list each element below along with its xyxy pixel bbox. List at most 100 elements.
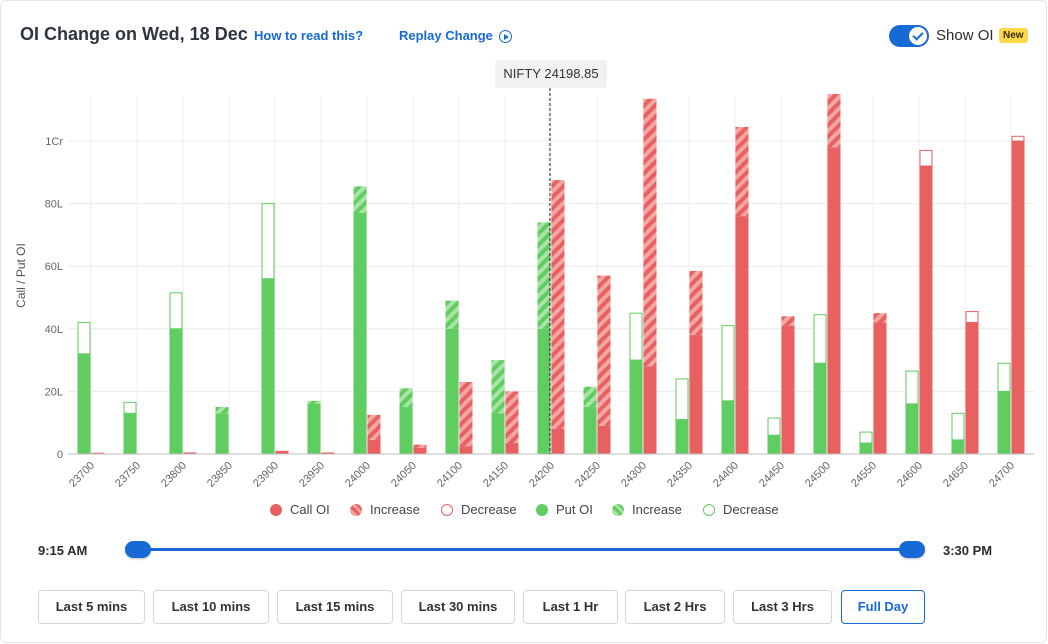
put-decrease-bar <box>813 314 827 364</box>
call-decrease-bar <box>1011 135 1025 142</box>
put-increase-bar <box>583 386 597 408</box>
legend-put-increase[interactable]: Increase <box>612 502 682 517</box>
call-oi-bar <box>459 446 473 454</box>
x-tick-label: 23850 <box>205 460 235 490</box>
put-solid-swatch <box>536 504 548 516</box>
y-tick-label: 40L <box>45 324 63 336</box>
x-tick-label: 24200 <box>527 460 557 490</box>
call-increase-bar <box>689 270 703 336</box>
x-tick-label: 24300 <box>619 460 649 490</box>
range-full-day-button[interactable]: Full Day <box>841 590 925 624</box>
call-increase-bar <box>505 391 519 444</box>
put-oi-bar <box>721 400 735 454</box>
legend-put-decrease[interactable]: Decrease <box>703 502 779 517</box>
call-hatch-swatch <box>350 504 362 516</box>
x-tick-label: 24100 <box>435 460 465 490</box>
legend-call-increase[interactable]: Increase <box>350 502 420 517</box>
put-increase-bar <box>307 400 321 404</box>
replay-change-button[interactable]: Replay Change <box>399 28 512 43</box>
call-solid-swatch <box>270 504 282 516</box>
range-last-30-mins-button[interactable]: Last 30 mins <box>401 590 515 624</box>
call-increase-bar <box>413 444 427 448</box>
x-tick-label: 24600 <box>895 460 925 490</box>
y-tick-label: 80L <box>45 199 63 211</box>
call-increase-bar <box>643 98 657 367</box>
call-oi-bar <box>321 452 335 454</box>
call-oi-bar <box>1011 141 1025 454</box>
call-increase-bar <box>781 316 795 326</box>
range-last-10-mins-button[interactable]: Last 10 mins <box>153 590 269 624</box>
put-decrease-bar <box>123 401 137 414</box>
play-circle-icon <box>498 30 512 43</box>
put-oi-bar <box>399 407 413 454</box>
legend-label: Decrease <box>723 502 779 517</box>
call-increase-bar <box>735 126 749 217</box>
put-decrease-bar <box>905 370 919 405</box>
x-tick-label: 24050 <box>389 460 419 490</box>
put-oi-bar <box>491 413 505 454</box>
call-oi-bar <box>873 322 887 454</box>
range-last-2-hrs-button[interactable]: Last 2 Hrs <box>625 590 725 624</box>
put-oi-bar <box>215 413 229 454</box>
put-increase-bar <box>491 360 505 414</box>
call-oi-bar <box>505 443 519 454</box>
time-slider-track[interactable] <box>137 548 912 551</box>
put-oi-bar <box>261 278 275 454</box>
put-decrease-bar <box>261 203 275 280</box>
x-tick-label: 24550 <box>849 460 879 490</box>
put-decrease-bar <box>77 322 91 355</box>
call-decrease-bar <box>965 311 979 324</box>
put-oi-bar <box>767 435 781 454</box>
x-tick-label: 23800 <box>159 460 189 490</box>
put-increase-bar <box>537 222 551 329</box>
x-tick-label: 24250 <box>573 460 603 490</box>
y-tick-label: 1Cr <box>45 136 63 148</box>
put-outline-swatch <box>703 504 715 516</box>
show-oi-toggle[interactable] <box>889 25 929 47</box>
page-title: OI Change on Wed, 18 Dec <box>20 24 248 44</box>
slider-start-handle[interactable] <box>125 541 151 558</box>
call-oi-bar <box>919 166 933 455</box>
put-oi-bar <box>675 419 689 454</box>
legend-put-oi[interactable]: Put OI <box>536 502 593 517</box>
put-oi-bar <box>859 443 873 454</box>
x-tick-label: 24000 <box>343 460 373 490</box>
x-tick-label: 24450 <box>757 460 787 490</box>
put-decrease-bar <box>767 417 781 436</box>
range-last-3-hrs-button[interactable]: Last 3 Hrs <box>733 590 832 624</box>
put-increase-bar <box>215 407 229 414</box>
range-last-1-hr-button[interactable]: Last 1 Hr <box>523 590 618 624</box>
legend-label: Call OI <box>290 502 330 517</box>
spot-tooltip: NIFTY 24198.85 <box>495 60 607 88</box>
call-oi-bar <box>413 447 427 454</box>
y-axis-title: Call / Put OI <box>14 243 28 308</box>
call-decrease-bar <box>919 149 933 167</box>
how-to-read-link[interactable]: How to read this? <box>254 28 364 43</box>
put-oi-bar <box>169 328 183 454</box>
y-tick-label: 20L <box>45 386 63 398</box>
legend-label: Increase <box>632 502 682 517</box>
range-last-5-mins-button[interactable]: Last 5 mins <box>38 590 145 624</box>
call-oi-bar <box>551 428 565 454</box>
new-badge: New <box>999 28 1028 43</box>
x-tick-label: 23950 <box>297 460 327 490</box>
x-tick-label: 24400 <box>711 460 741 490</box>
call-oi-bar <box>689 335 703 454</box>
put-increase-bar <box>445 300 459 329</box>
slider-end-handle[interactable] <box>899 541 925 558</box>
put-decrease-bar <box>951 412 965 441</box>
replay-change-label: Replay Change <box>399 28 493 43</box>
put-oi-bar <box>997 391 1011 454</box>
call-oi-bar <box>781 325 795 454</box>
range-last-15-mins-button[interactable]: Last 15 mins <box>277 590 393 624</box>
put-decrease-bar <box>629 312 643 361</box>
legend-call-decrease[interactable]: Decrease <box>441 502 517 517</box>
put-oi-bar <box>537 328 551 454</box>
legend-call-oi[interactable]: Call OI <box>270 502 330 517</box>
call-increase-bar <box>551 180 565 429</box>
y-tick-label: 60L <box>45 261 63 273</box>
legend-label: Increase <box>370 502 420 517</box>
show-oi-label: Show OI <box>936 27 994 44</box>
call-increase-bar <box>873 313 887 323</box>
